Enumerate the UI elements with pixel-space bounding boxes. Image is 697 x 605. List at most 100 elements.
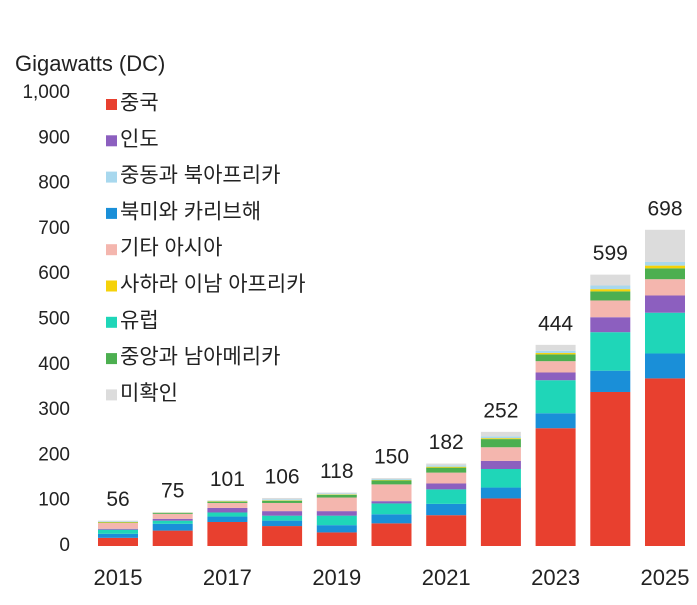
bar-segment [590,274,631,286]
y-tick-label: 400 [38,354,70,375]
bar-segment [98,529,138,534]
bar-segment [371,484,412,502]
y-tick-label: 900 [38,127,70,148]
bar-segment [316,515,357,526]
bar-segment [316,525,357,533]
bar-segment [645,378,685,546]
legend-swatch [106,353,117,365]
bar-segment [262,511,303,516]
bar-segment [535,344,576,351]
bar-segment [426,515,467,546]
bar-segment [590,291,631,301]
bar-segment [535,428,576,546]
total-label: 101 [210,468,245,491]
bar-segment [207,501,248,503]
bar-segment [316,492,357,494]
bar-segment [426,463,467,466]
bar-segment [590,391,631,546]
bar-segment [480,439,521,448]
total-label: 106 [265,466,300,489]
legend-swatch [106,316,117,328]
bar-segment [480,447,521,461]
bar-segment [262,497,303,500]
bar-segment [426,489,467,504]
y-tick-label: 100 [38,490,70,511]
y-tick-label: 200 [38,444,70,465]
bar-segment [645,261,685,266]
bar-segment [590,289,631,292]
legend-swatch [106,99,117,110]
bar-segment [371,523,412,546]
legend-swatch [106,389,117,401]
bar-segment [535,380,576,414]
y-tick-label: 600 [38,263,70,284]
bar-segment [262,502,303,512]
bar-segment [480,436,521,439]
bar-segment [371,514,412,524]
total-label: 698 [647,197,682,220]
bar-segment [590,300,631,318]
bar-segment [207,512,248,517]
bar-segment [480,498,521,546]
bar-segment [645,279,685,296]
bar-segment [426,467,467,473]
bar-segment [426,466,467,468]
bar-segment [645,268,685,280]
bar-segment [98,528,138,530]
total-label: 118 [320,460,353,483]
bar-segment [590,285,631,290]
bar-segment [152,523,193,531]
y-tick-label: 700 [38,218,70,239]
total-label: 599 [593,242,628,265]
y-tick-label: 1,000 [22,82,70,103]
total-label: 444 [538,312,573,335]
bar-segment [426,465,467,467]
bar-segment [590,317,631,333]
legend-swatch [106,207,117,219]
x-tick-label: 2015 [94,565,143,590]
bar-segment [262,520,303,527]
bar-segment [152,513,193,519]
bar-segment [371,478,412,480]
legend-swatch [106,280,117,292]
legend-label: 북미와 카리브해 [120,200,261,223]
total-label: 252 [483,399,518,422]
legend-swatch [106,244,117,256]
bar-segment [645,265,685,269]
bar-segment [480,438,521,440]
bar-segment [480,460,521,469]
bar-segment [152,512,193,514]
bar-segment [152,518,193,521]
bar-segment [535,361,576,373]
bar-segment [316,511,357,516]
bar-segment [535,372,576,381]
legend-label: 사하라 이남 아프리카 [120,273,306,296]
bar-segment [645,312,685,354]
x-tick-label: 2017 [203,565,252,590]
total-label: 182 [429,431,464,454]
bar-segment [480,487,521,499]
bar-segment [426,483,467,490]
x-tick-label: 2021 [422,565,471,590]
legend-swatch [106,171,117,183]
legend-label: 중국 [120,92,159,115]
bar-segment [371,480,412,485]
x-tick-label: 2019 [312,565,361,590]
bar-segment [371,478,412,479]
bar-segment [262,499,303,501]
bar-segment [262,500,303,503]
y-tick-label: 800 [38,173,70,194]
legend-label: 중동과 북아프리카 [120,164,280,187]
legend-label: 중앙과 남아메리카 [120,346,280,369]
total-label: 75 [161,480,184,503]
bar-segment [98,520,138,522]
bar-segment [262,515,303,521]
bar-segment [371,501,412,504]
bar-segment [535,350,576,354]
bar-segment [645,229,685,262]
bar-segment [480,468,521,488]
x-tick-label: 2025 [641,565,690,590]
y-tick-label: 300 [38,399,70,420]
bar-segment [207,507,248,513]
